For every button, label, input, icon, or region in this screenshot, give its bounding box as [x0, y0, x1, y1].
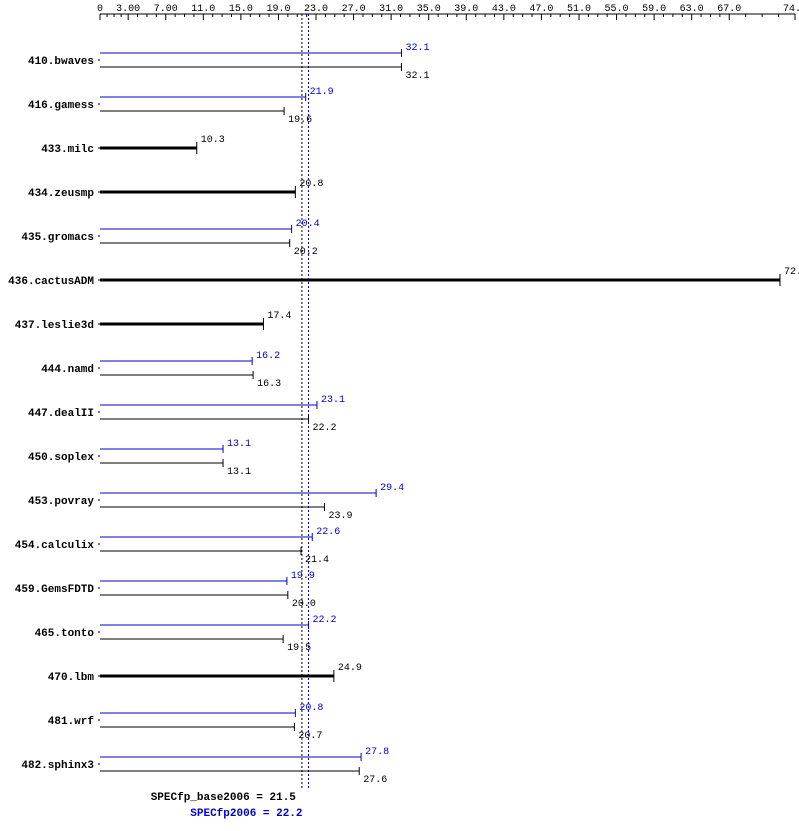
benchmark-label: 437.leslie3d — [15, 320, 94, 332]
summary-label: SPECfp2006 = 22.2 — [190, 808, 302, 820]
spec-chart: 0 3.00 7.00 11.0 15.0 19.0 23.0 27.0 31.0 35.0 39.… — [0, 0, 799, 831]
peak-value-label: 20.4 — [296, 219, 320, 230]
base-value-label: 72.4 — [784, 267, 799, 278]
benchmark-label: 453.povray — [28, 496, 94, 508]
peak-value-label: 13.1 — [227, 439, 251, 450]
peak-value-label: 22.6 — [316, 527, 340, 538]
benchmark-label: 447.dealII — [28, 408, 94, 420]
x-tick-label: 39.0 — [454, 4, 478, 15]
x-tick-label: 27.0 — [342, 4, 366, 15]
base-value-label: 16.3 — [257, 379, 281, 390]
base-value-label: 19.5 — [287, 643, 311, 654]
base-value-label: 20.7 — [298, 731, 322, 742]
x-tick-label: 11.0 — [191, 4, 215, 15]
peak-value-label: 20.8 — [299, 703, 323, 714]
x-tick-label: 51.0 — [567, 4, 591, 15]
x-tick-label: 47.0 — [529, 4, 553, 15]
benchmark-label: 482.sphinx3 — [21, 760, 94, 772]
x-tick-label: 67.0 — [717, 4, 741, 15]
base-value-label: 20.8 — [299, 179, 323, 190]
peak-value-label: 21.9 — [310, 87, 334, 98]
base-value-label: 24.9 — [338, 663, 362, 674]
x-tick-label: 63.0 — [680, 4, 704, 15]
base-value-label: 19.6 — [288, 115, 312, 126]
base-value-label: 20.0 — [292, 599, 316, 610]
benchmark-label: 410.bwaves — [28, 56, 94, 68]
benchmark-label: 434.zeusmp — [28, 188, 94, 200]
benchmark-label: 444.namd — [41, 364, 94, 376]
benchmark-label: 436.cactusADM — [8, 276, 94, 288]
summary-label: SPECfp_base2006 = 21.5 — [151, 792, 297, 804]
peak-value-label: 16.2 — [256, 351, 280, 362]
x-tick-label: 59.0 — [642, 4, 666, 15]
x-tick-label: 35.0 — [417, 4, 441, 15]
base-value-label: 23.9 — [328, 511, 352, 522]
base-value-label: 13.1 — [227, 467, 251, 478]
benchmark-label: 465.tonto — [35, 628, 95, 640]
benchmark-label: 450.soplex — [28, 452, 94, 464]
peak-value-label: 27.8 — [365, 747, 389, 758]
benchmark-label: 433.milc — [41, 144, 94, 156]
x-tick-label: 74.0 — [783, 4, 799, 15]
x-tick-label: 43.0 — [492, 4, 516, 15]
x-tick-label: 0 — [97, 4, 103, 15]
base-value-label: 20.2 — [294, 247, 318, 258]
peak-value-label: 29.4 — [380, 483, 404, 494]
base-value-label: 27.6 — [363, 775, 387, 786]
base-value-label: 17.4 — [267, 311, 291, 322]
benchmark-label: 459.GemsFDTD — [15, 584, 95, 596]
benchmark-label: 481.wrf — [48, 716, 95, 728]
peak-value-label: 22.2 — [313, 615, 337, 626]
peak-value-label: 23.1 — [321, 395, 345, 406]
benchmark-label: 416.gamess — [28, 100, 94, 112]
benchmark-label: 454.calculix — [15, 540, 95, 552]
benchmark-label: 470.lbm — [48, 672, 95, 684]
benchmark-label: 435.gromacs — [21, 232, 94, 244]
x-tick-label: 3.00 — [116, 4, 140, 15]
x-tick-label: 31.0 — [379, 4, 403, 15]
x-tick-label: 23.0 — [304, 4, 328, 15]
x-tick-label: 15.0 — [229, 4, 253, 15]
base-value-label: 21.4 — [305, 555, 329, 566]
base-value-label: 32.1 — [405, 71, 429, 82]
base-value-label: 22.2 — [313, 423, 337, 434]
peak-value-label: 19.9 — [291, 571, 315, 582]
x-tick-label: 55.0 — [605, 4, 629, 15]
x-tick-label: 7.00 — [154, 4, 178, 15]
base-value-label: 10.3 — [201, 135, 225, 146]
x-tick-label: 19.0 — [266, 4, 290, 15]
peak-value-label: 32.1 — [405, 43, 429, 54]
